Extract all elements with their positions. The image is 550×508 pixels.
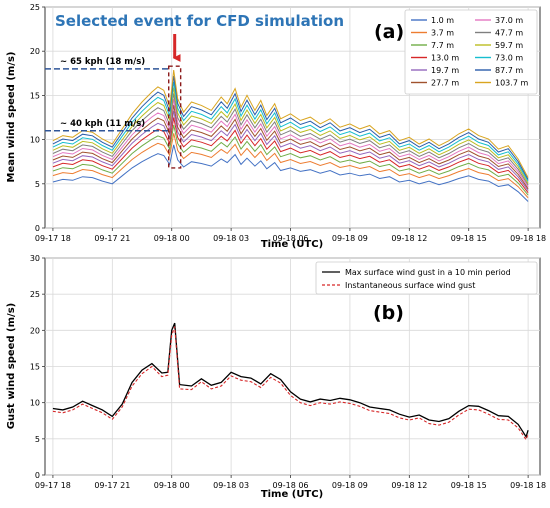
selected-event-box [168,65,182,169]
a-xtick-label: 09-18 15 [451,234,487,243]
a-ytick-label: 25 [30,3,40,12]
legend-label: 1.0 m [431,16,454,25]
a-ytick-label: 20 [30,47,40,56]
b-xtick-label: 09-17 21 [94,481,130,490]
b-xtick-label: 09-17 18 [35,481,71,490]
series-line-instantaneous-gust [52,326,529,441]
b-xtick-label: 09-18 18 [510,481,546,490]
legend-label: Instantaneous surface wind gust [345,281,475,290]
legend-label: 73.0 m [495,54,523,63]
a-xtick-label: 09-17 18 [35,234,71,243]
series-line-7-7-m [52,124,529,196]
a-xtick-label: 09-18 09 [332,234,368,243]
legend-label: 103.7 m [495,79,528,88]
panel-b-xlabel: Time (UTC) [261,489,323,500]
panel-a-legend: 1.0 m 3.7 m 7.7 m 13.0 m 19.7 m 27.7 m 37.0 m 4… [404,9,538,95]
series-line-59-7-m [52,87,529,184]
panel-b-series-lines [52,322,529,441]
panel-b-y-ticks: 0 5 10 15 20 25 30 [30,254,45,480]
a-xtick-label: 09-18 18 [510,234,546,243]
panel-a-legend-box [404,9,538,95]
a-xtick-label: 09-18 00 [154,234,190,243]
a-ytick-label: 15 [30,91,40,100]
a-xtick-label: 09-18 06 [273,234,309,243]
panel-b-ylabel: Gust wind speed (m/s) [6,303,17,429]
b-xtick-label: 09-18 09 [332,481,368,490]
legend-label: 37.0 m [495,16,523,25]
legend-label: 87.7 m [495,66,523,75]
annotation-label: ~ 65 kph (18 m/s) [60,57,145,67]
b-ytick-label: 0 [35,471,40,480]
series-line-87-7-m [52,75,529,180]
series-line-47-7-m [52,93,529,186]
a-xtick-label: 09-18 03 [213,234,249,243]
panel-a-ylabel: Mean wind speed (m/s) [6,52,17,183]
legend-label: 7.7 m [431,41,454,50]
b-xtick-label: 09-18 15 [451,481,487,490]
series-line-3-7-m [52,133,529,199]
legend-label: 59.7 m [495,41,523,50]
a-xtick-label: 09-17 21 [94,234,130,243]
legend-label: 13.0 m [431,54,459,63]
panel-b-legend: Max surface wind gust in a 10 min period… [315,261,538,295]
a-ytick-label: 10 [30,136,40,145]
panel-a-annotations: ~ 65 kph (18 m/s) ~ 40 kph (11 m/s) [45,34,182,169]
panel-a-title-annotation: Selected event for CFD simulation [55,12,344,30]
annotation-label: ~ 40 kph (11 m/s) [60,119,145,129]
series-line-27-7-m [52,104,529,190]
b-ytick-label: 30 [30,254,40,263]
legend-label: 19.7 m [431,66,459,75]
series-line-max-gust [52,322,529,439]
series-line-1-0-m [52,144,529,202]
b-ytick-label: 15 [30,363,40,372]
panel-a-series-lines [52,70,529,202]
panel-b-x-ticks: 09-17 18 09-17 21 09-18 00 09-18 03 09-18 06… [35,475,546,490]
a-xtick-label: 09-18 12 [391,234,427,243]
b-xtick-label: 09-18 00 [154,481,190,490]
panel-a-y-ticks: 0 5 10 15 20 25 [30,3,45,233]
panel-a-xlabel: Time (UTC) [261,239,323,250]
series-line-19-7-m [52,110,529,191]
legend-label: 3.7 m [431,29,454,38]
legend-label: Max surface wind gust in a 10 min period [345,268,511,277]
b-ytick-label: 25 [30,290,40,299]
panel-b-label: (b) [373,302,404,324]
a-ytick-label: 0 [35,224,40,233]
series-line-37-0-m [52,99,529,188]
panel-a-x-ticks: 09-17 18 09-17 21 09-18 00 09-18 03 09-18 06… [35,228,546,243]
legend-label: 47.7 m [495,29,523,38]
series-line-13-0-m [52,117,529,194]
b-xtick-label: 09-18 03 [213,481,249,490]
series-line-73-0-m [52,81,529,182]
b-xtick-label: 09-18 06 [273,481,309,490]
panel-a: 0 5 10 15 20 25 09-17 18 09-17 21 09-18 00 09-18… [6,3,546,250]
b-xtick-label: 09-18 12 [391,481,427,490]
b-ytick-label: 10 [30,399,40,408]
panel-a-label: (a) [374,21,404,43]
legend-label: 27.7 m [431,79,459,88]
b-ytick-label: 20 [30,326,40,335]
b-ytick-label: 5 [35,435,40,444]
panel-b-legend-box [315,261,538,295]
a-ytick-label: 5 [35,180,40,189]
series-line-103-7-m [52,70,529,178]
